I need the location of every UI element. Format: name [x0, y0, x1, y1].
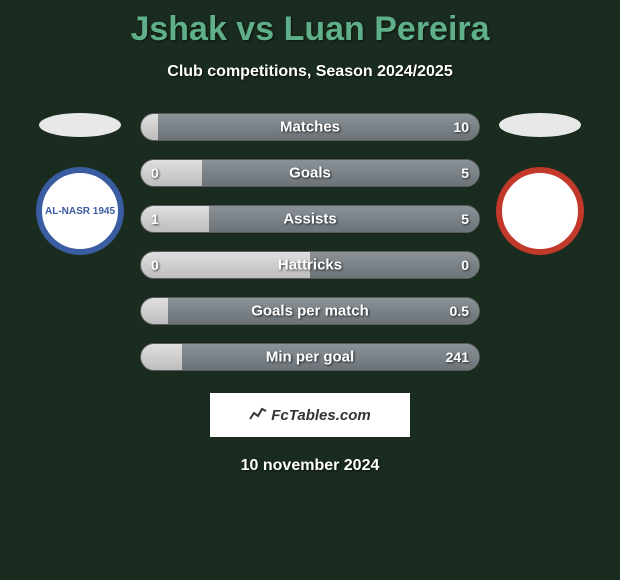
left-club-badge: AL-NASR 1945: [36, 167, 124, 255]
stat-value-left: 1: [151, 211, 159, 227]
stat-fill-left: [141, 344, 182, 370]
right-player-marker: [499, 113, 581, 137]
left-player-col: AL-NASR 1945: [20, 113, 140, 255]
right-club-badge: [496, 167, 584, 255]
stat-label: Assists: [283, 211, 336, 228]
stat-bar: 1 Assists 5: [140, 205, 480, 233]
left-club-badge-label: AL-NASR 1945: [45, 206, 115, 217]
stat-bar: Matches 10: [140, 113, 480, 141]
stat-label: Matches: [280, 119, 340, 136]
comparison-content: AL-NASR 1945 Matches 10 0 Goals 5 1 Assists 5 0 H…: [0, 113, 620, 371]
right-player-col: [480, 113, 600, 255]
stat-value-right: 5: [461, 165, 469, 181]
stat-fill-right: [209, 206, 479, 232]
chart-icon: [249, 406, 267, 424]
footer-date: 10 november 2024: [0, 457, 620, 475]
stat-value-right: 0: [461, 257, 469, 273]
stat-value-right: 0.5: [450, 303, 469, 319]
stat-value-left: 0: [151, 257, 159, 273]
stat-label: Goals per match: [251, 303, 369, 320]
stat-fill-left: [141, 298, 168, 324]
left-player-marker: [39, 113, 121, 137]
stat-value-left: 0: [151, 165, 159, 181]
stat-label: Goals: [289, 165, 331, 182]
footer-brand-badge: FcTables.com: [210, 393, 410, 437]
stat-fill-right: [202, 160, 479, 186]
stat-value-right: 10: [453, 119, 469, 135]
page-subtitle: Club competitions, Season 2024/2025: [0, 63, 620, 81]
footer-brand-text: FcTables.com: [271, 407, 370, 424]
stat-bar: 0 Goals 5: [140, 159, 480, 187]
stat-label: Min per goal: [266, 349, 354, 366]
stat-value-right: 5: [461, 211, 469, 227]
stat-bars: Matches 10 0 Goals 5 1 Assists 5 0 Hattricks 0 Goal…: [140, 113, 480, 371]
stat-bar: Goals per match 0.5: [140, 297, 480, 325]
stat-bar: Min per goal 241: [140, 343, 480, 371]
stat-label: Hattricks: [278, 257, 342, 274]
stat-value-right: 241: [446, 349, 469, 365]
stat-fill-left: [141, 114, 158, 140]
stat-bar: 0 Hattricks 0: [140, 251, 480, 279]
page-title: Jshak vs Luan Pereira: [0, 0, 620, 49]
